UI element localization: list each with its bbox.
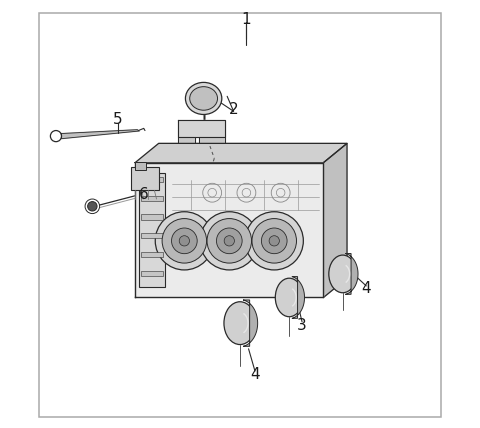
FancyBboxPatch shape <box>141 233 163 238</box>
Circle shape <box>262 228 287 254</box>
Text: 2: 2 <box>229 101 239 117</box>
Polygon shape <box>346 253 358 294</box>
Text: 4: 4 <box>250 367 260 382</box>
Text: 4: 4 <box>361 281 371 297</box>
Circle shape <box>155 212 214 270</box>
FancyBboxPatch shape <box>39 13 441 417</box>
Text: 3: 3 <box>297 318 307 333</box>
Ellipse shape <box>224 302 256 345</box>
Circle shape <box>171 228 197 254</box>
Circle shape <box>252 219 297 263</box>
Polygon shape <box>178 137 195 143</box>
Ellipse shape <box>190 87 217 110</box>
Polygon shape <box>135 163 324 297</box>
Ellipse shape <box>276 278 303 317</box>
Polygon shape <box>324 143 347 297</box>
Text: 6: 6 <box>139 187 149 202</box>
Polygon shape <box>178 120 225 137</box>
Polygon shape <box>135 143 347 163</box>
Circle shape <box>224 236 234 246</box>
Polygon shape <box>61 130 139 139</box>
Circle shape <box>207 219 252 263</box>
Ellipse shape <box>329 255 357 293</box>
FancyBboxPatch shape <box>141 252 163 257</box>
FancyBboxPatch shape <box>141 271 163 276</box>
Circle shape <box>200 212 258 270</box>
Polygon shape <box>199 137 225 143</box>
FancyBboxPatch shape <box>139 173 165 287</box>
Polygon shape <box>243 300 258 346</box>
Circle shape <box>88 202 97 211</box>
Text: 5: 5 <box>113 112 123 128</box>
FancyBboxPatch shape <box>135 162 146 170</box>
Circle shape <box>269 236 279 246</box>
Text: 1: 1 <box>241 12 251 27</box>
Circle shape <box>216 228 242 254</box>
FancyBboxPatch shape <box>141 196 163 201</box>
Polygon shape <box>292 276 304 318</box>
Circle shape <box>179 236 190 246</box>
Ellipse shape <box>185 82 222 115</box>
FancyBboxPatch shape <box>131 167 159 190</box>
Circle shape <box>162 219 206 263</box>
Circle shape <box>245 212 303 270</box>
FancyBboxPatch shape <box>141 177 163 182</box>
FancyBboxPatch shape <box>141 214 163 220</box>
